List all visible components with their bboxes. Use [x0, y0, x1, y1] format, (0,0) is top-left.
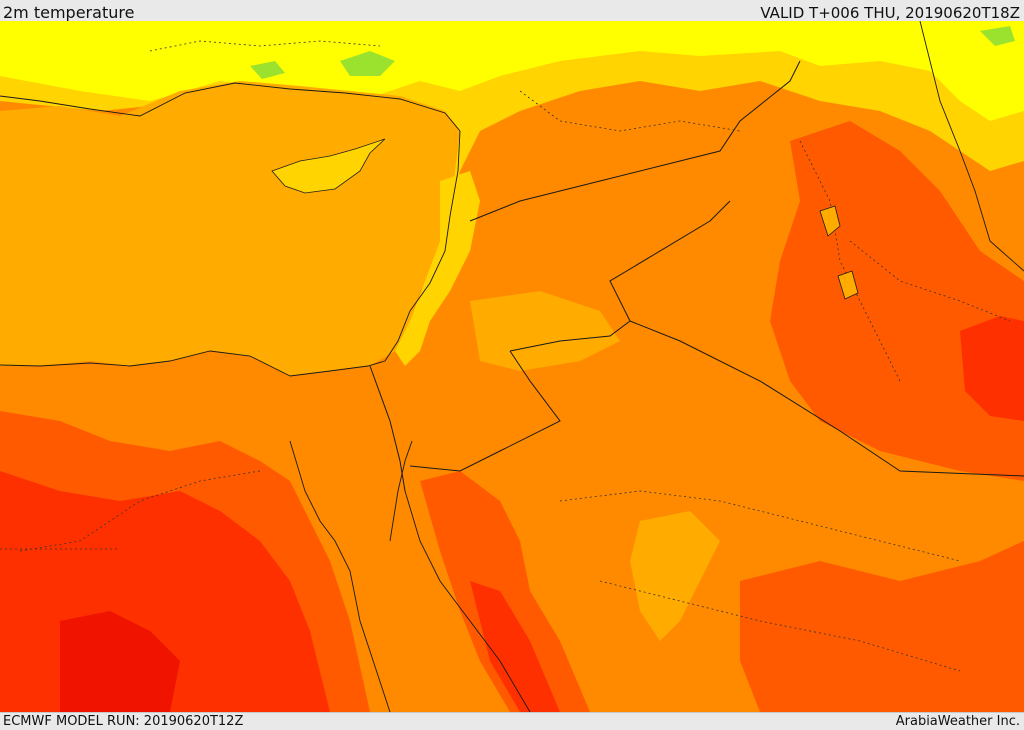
- lakes: [819, 205, 859, 300]
- country-borders: [369, 60, 1024, 492]
- dark-orange-zone-southeast: [740, 541, 1024, 712]
- map-title: 2m temperature: [3, 3, 135, 22]
- temperature-map: [0, 21, 1024, 712]
- lake-razzaza: [837, 270, 859, 300]
- credit-label: ArabiaWeather Inc.: [895, 714, 1020, 729]
- footer-bar: ECMWF MODEL RUN: 20190620T12Z ArabiaWeat…: [0, 712, 1024, 730]
- dotted-border: [599, 580, 961, 672]
- red-orange-zone-red-sea: [470, 581, 560, 712]
- green-patch: [340, 51, 395, 76]
- dotted-border: [519, 90, 741, 132]
- dark-orange-zone-red-sea: [420, 471, 590, 712]
- red-sea-coastline-west: [289, 440, 391, 712]
- mediterranean-sea: [0, 81, 460, 376]
- cyprus-island: [271, 138, 386, 194]
- border-line: [369, 365, 406, 492]
- levant-coastline: [289, 130, 461, 377]
- temperature-map-svg: [0, 21, 1024, 712]
- dotted-border: [149, 40, 381, 52]
- border-line: [629, 320, 1024, 477]
- valid-time: VALID T+006 THU, 20190620T18Z: [760, 4, 1020, 22]
- red-sea-coastline-east: [404, 490, 531, 712]
- green-patch: [250, 61, 285, 79]
- lake-tharthar: [819, 205, 841, 237]
- model-run-label: ECMWF MODEL RUN: 20190620T12Z: [3, 714, 244, 729]
- levant-yellow-strip: [395, 171, 480, 366]
- light-orange-zone-jordan: [470, 291, 620, 371]
- gulf-of-aqaba: [389, 440, 413, 542]
- caspian-coast: [919, 21, 1024, 272]
- border-line: [469, 60, 801, 222]
- coastlines: [0, 21, 1024, 712]
- light-orange-patch-saudi: [630, 511, 720, 641]
- red-zone-egypt: [60, 611, 180, 712]
- turkey-coastline: [0, 82, 461, 132]
- green-patch: [980, 26, 1015, 46]
- border-line: [409, 350, 561, 472]
- dotted-border: [849, 240, 1011, 322]
- header-bar: 2m temperature VALID T+006 THU, 20190620…: [0, 0, 1024, 22]
- dotted-border: [19, 470, 261, 552]
- red-orange-zone-east: [960, 316, 1024, 421]
- yellow-zone-north: [0, 21, 1024, 121]
- north-africa-coastline: [0, 350, 291, 377]
- province-borders: [0, 40, 1011, 672]
